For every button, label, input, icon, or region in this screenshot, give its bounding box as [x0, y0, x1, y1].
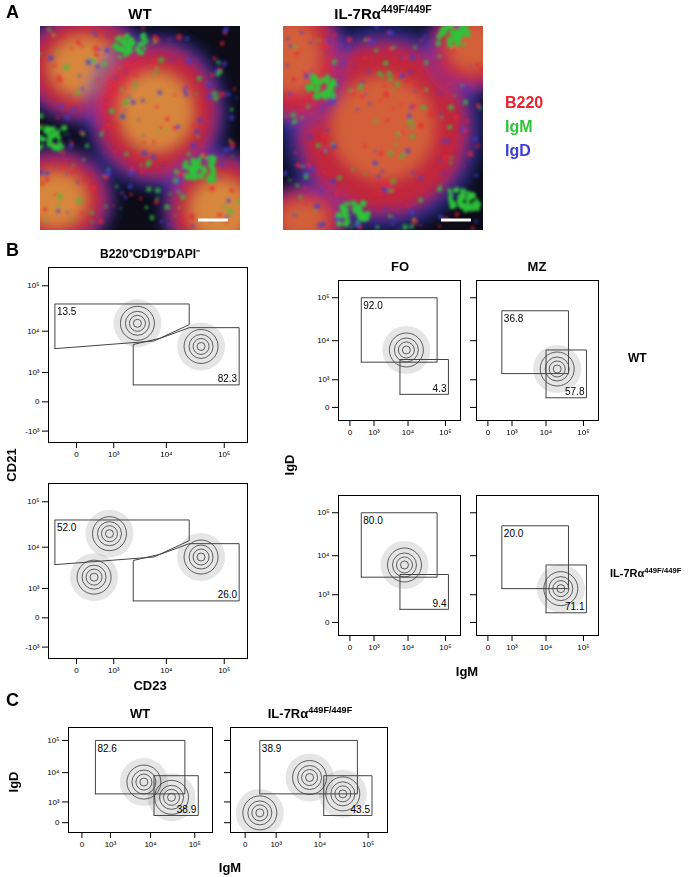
svg-text:38.9: 38.9 — [262, 743, 282, 754]
svg-text:10⁴: 10⁴ — [47, 768, 60, 777]
svg-text:10⁵: 10⁵ — [317, 508, 329, 517]
svg-text:10³: 10³ — [105, 840, 117, 849]
svg-text:10⁴: 10⁴ — [540, 428, 553, 437]
svg-text:B220⁺CD19⁺DAPI⁻: B220⁺CD19⁺DAPI⁻ — [100, 247, 200, 261]
svg-text:10⁴: 10⁴ — [317, 551, 330, 560]
svg-text:0: 0 — [55, 818, 60, 827]
svg-text:0: 0 — [348, 643, 353, 652]
svg-text:0: 0 — [486, 643, 491, 652]
svg-text:B220: B220 — [505, 94, 543, 111]
svg-text:C: C — [6, 690, 19, 710]
svg-text:10⁴: 10⁴ — [402, 643, 415, 652]
svg-text:82.3: 82.3 — [218, 373, 238, 384]
svg-text:IL-7Rα449F/449F: IL-7Rα449F/449F — [334, 3, 432, 22]
svg-text:10⁵: 10⁵ — [577, 643, 589, 652]
svg-text:0: 0 — [35, 397, 40, 406]
svg-text:0: 0 — [243, 840, 248, 849]
svg-text:IgM: IgM — [505, 118, 533, 135]
svg-text:10³: 10³ — [48, 798, 60, 807]
svg-text:MZ: MZ — [528, 259, 547, 274]
svg-text:0: 0 — [325, 618, 330, 627]
svg-text:80.0: 80.0 — [363, 515, 383, 526]
svg-text:WT: WT — [130, 706, 150, 721]
svg-text:CD23: CD23 — [133, 678, 166, 693]
svg-text:10³: 10³ — [506, 643, 518, 652]
svg-text:IgD: IgD — [505, 142, 531, 159]
svg-text:38.9: 38.9 — [177, 804, 197, 815]
svg-text:IL-7Rα449F/449F: IL-7Rα449F/449F — [268, 705, 353, 721]
svg-text:36.8: 36.8 — [504, 313, 524, 324]
svg-text:-10³: -10³ — [25, 427, 40, 436]
svg-text:CD21: CD21 — [4, 448, 19, 481]
svg-text:10⁵: 10⁵ — [439, 428, 451, 437]
svg-text:10⁵: 10⁵ — [218, 666, 230, 675]
svg-text:10⁴: 10⁴ — [317, 336, 330, 345]
svg-text:10⁵: 10⁵ — [47, 736, 59, 745]
svg-text:0: 0 — [325, 403, 330, 412]
svg-text:0: 0 — [74, 450, 79, 459]
svg-text:10³: 10³ — [108, 450, 120, 459]
svg-text:10³: 10³ — [28, 584, 40, 593]
svg-text:WT: WT — [128, 5, 151, 22]
svg-text:0: 0 — [35, 613, 40, 622]
svg-text:10⁴: 10⁴ — [27, 327, 40, 336]
svg-text:0: 0 — [348, 428, 353, 437]
svg-text:71.1: 71.1 — [565, 601, 585, 612]
svg-text:4.3: 4.3 — [433, 383, 447, 394]
svg-text:FO: FO — [391, 259, 409, 274]
svg-text:10⁵: 10⁵ — [439, 643, 451, 652]
svg-text:10⁴: 10⁴ — [160, 450, 173, 459]
svg-text:10⁵: 10⁵ — [218, 450, 230, 459]
svg-text:10⁵: 10⁵ — [362, 840, 374, 849]
svg-text:26.0: 26.0 — [218, 589, 238, 600]
svg-text:10⁴: 10⁴ — [540, 643, 553, 652]
svg-text:IgM: IgM — [456, 664, 478, 679]
svg-text:10⁵: 10⁵ — [317, 293, 329, 302]
svg-text:10⁴: 10⁴ — [144, 840, 157, 849]
svg-text:10³: 10³ — [270, 840, 282, 849]
svg-text:0: 0 — [74, 666, 79, 675]
svg-text:20.0: 20.0 — [504, 528, 524, 539]
svg-text:10³: 10³ — [28, 368, 40, 377]
svg-text:IgD: IgD — [6, 772, 21, 793]
svg-text:IgM: IgM — [219, 860, 241, 875]
svg-text:10⁵: 10⁵ — [27, 281, 39, 290]
svg-text:10⁵: 10⁵ — [27, 497, 39, 506]
svg-text:10³: 10³ — [108, 666, 120, 675]
svg-text:10³: 10³ — [318, 375, 330, 384]
svg-text:10³: 10³ — [506, 428, 518, 437]
svg-text:0: 0 — [80, 840, 85, 849]
svg-text:10⁵: 10⁵ — [577, 428, 589, 437]
svg-text:10³: 10³ — [368, 428, 380, 437]
svg-text:WT: WT — [628, 351, 647, 365]
svg-text:9.4: 9.4 — [433, 598, 447, 609]
svg-text:10⁴: 10⁴ — [27, 543, 40, 552]
svg-text:10⁵: 10⁵ — [189, 840, 201, 849]
svg-text:A: A — [6, 2, 19, 22]
svg-text:10⁴: 10⁴ — [160, 666, 173, 675]
svg-text:IL-7Rα449F/449F: IL-7Rα449F/449F — [610, 566, 682, 579]
svg-text:10⁴: 10⁴ — [402, 428, 415, 437]
svg-text:52.0: 52.0 — [57, 522, 77, 533]
svg-text:10⁴: 10⁴ — [314, 840, 327, 849]
svg-text:82.6: 82.6 — [97, 743, 117, 754]
svg-text:-10³: -10³ — [25, 643, 40, 652]
svg-text:B: B — [6, 240, 19, 260]
svg-text:57.8: 57.8 — [565, 386, 585, 397]
svg-text:0: 0 — [486, 428, 491, 437]
svg-text:43.5: 43.5 — [351, 804, 371, 815]
svg-text:IgD: IgD — [282, 455, 297, 476]
svg-text:10³: 10³ — [318, 590, 330, 599]
svg-text:92.0: 92.0 — [363, 300, 383, 311]
svg-text:10³: 10³ — [368, 643, 380, 652]
svg-text:13.5: 13.5 — [57, 306, 77, 317]
